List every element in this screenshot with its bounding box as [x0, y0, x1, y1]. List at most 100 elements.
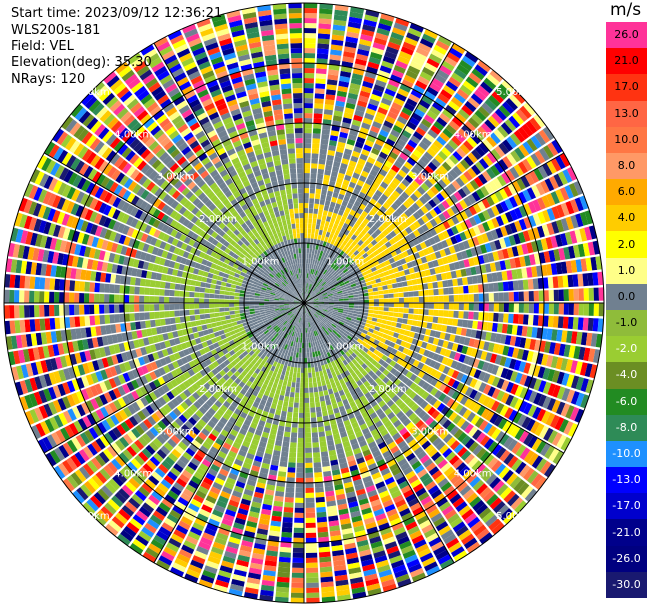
radar-gate [385, 173, 395, 181]
radar-gate [446, 358, 454, 367]
radar-gate [493, 292, 499, 302]
radar-gate [330, 287, 336, 291]
radar-gate [433, 225, 442, 234]
radar-gate [552, 384, 561, 398]
radar-gate [433, 303, 439, 309]
radar-gate [518, 291, 524, 302]
radar-gate [333, 19, 347, 27]
radar-gate [341, 266, 347, 272]
radar-gate [310, 178, 317, 184]
radar-gate [387, 41, 401, 51]
radar-gate [389, 181, 398, 190]
radar-gate [473, 225, 481, 236]
radar-gate [468, 216, 477, 227]
radar-gate [566, 166, 578, 181]
radar-gate [354, 322, 360, 327]
radar-gate [309, 198, 315, 204]
radar-gate [367, 235, 375, 243]
radar-gate [306, 587, 320, 593]
radar-gate [555, 234, 563, 247]
radar-gate [336, 242, 342, 249]
radar-gate [568, 288, 574, 301]
radar-gate [379, 18, 393, 27]
radar-gate [329, 59, 341, 66]
radar-gate [375, 79, 387, 88]
radar-gate [558, 289, 564, 301]
radar-gate [377, 314, 383, 319]
radar-gate [448, 120, 460, 131]
radar-gate [523, 303, 529, 313]
radar-gate [532, 213, 542, 226]
radar-gate [304, 8, 318, 14]
radar-gate [487, 374, 496, 385]
radar-gate [468, 205, 477, 216]
radar-gate [567, 316, 574, 330]
radar-gate [408, 93, 420, 103]
radar-gate [564, 185, 574, 199]
radar-gate [419, 270, 427, 278]
radar-gate [295, 487, 304, 493]
radar-gate [506, 324, 513, 335]
radar-gate [304, 93, 314, 99]
radar-gate [329, 140, 337, 147]
radar-gate [452, 278, 458, 287]
radar-gate [393, 293, 399, 298]
radar-gate [298, 427, 304, 433]
radar-gate [395, 277, 402, 283]
radar-gate [336, 288, 342, 292]
radar-gate [323, 296, 329, 299]
radar-gate [516, 178, 526, 191]
radar-gate [431, 49, 445, 60]
radar-gate [307, 295, 311, 300]
radar-gate [428, 199, 437, 208]
radar-gate [318, 296, 324, 299]
radar-gate [492, 343, 500, 354]
radar-gate [538, 290, 544, 302]
radar-gate [278, 395, 285, 401]
radar-gate [304, 163, 311, 169]
radar-gate [427, 246, 435, 254]
radar-gate [347, 312, 353, 316]
radar-gate [438, 303, 444, 310]
radar-gate [427, 175, 437, 185]
radar-gate [309, 248, 313, 254]
radar-gate [355, 141, 364, 149]
radar-gate [378, 232, 386, 240]
radar-gate [404, 174, 414, 184]
radar-gate [327, 281, 333, 286]
radar-gate [408, 297, 414, 303]
radar-gate [323, 174, 330, 181]
radar-gate [295, 482, 304, 488]
radar-gate [490, 148, 502, 161]
radar-gate [428, 309, 434, 316]
radar-gate [365, 281, 372, 286]
radar-gate [434, 182, 443, 192]
radar-gate [383, 329, 390, 335]
radar-gate [532, 315, 539, 326]
radar-gate [338, 321, 345, 326]
radar-gate [341, 158, 350, 165]
radar-gate [381, 319, 388, 325]
radar-gate [348, 197, 356, 205]
radar-gate [442, 220, 451, 230]
radar-gate [310, 279, 313, 285]
radar-gate [484, 242, 492, 253]
radar-gate [398, 297, 404, 303]
radar-gate [337, 141, 346, 149]
radar-gate [449, 334, 456, 342]
radar-gate [486, 167, 496, 179]
radar-gate [592, 240, 600, 255]
radar-gate [579, 362, 588, 376]
radar-gate [296, 477, 304, 483]
radar-gate [316, 239, 321, 245]
radar-gate [533, 303, 539, 314]
radar-gate [390, 262, 398, 269]
radar-gate [305, 327, 308, 333]
radar-gate [311, 427, 318, 433]
radar-gate [334, 229, 340, 236]
radar-gate [328, 64, 340, 71]
radar-gate [287, 467, 296, 473]
radar-gate [551, 206, 561, 220]
radar-gate [375, 335, 382, 341]
radar-gate [416, 103, 428, 114]
